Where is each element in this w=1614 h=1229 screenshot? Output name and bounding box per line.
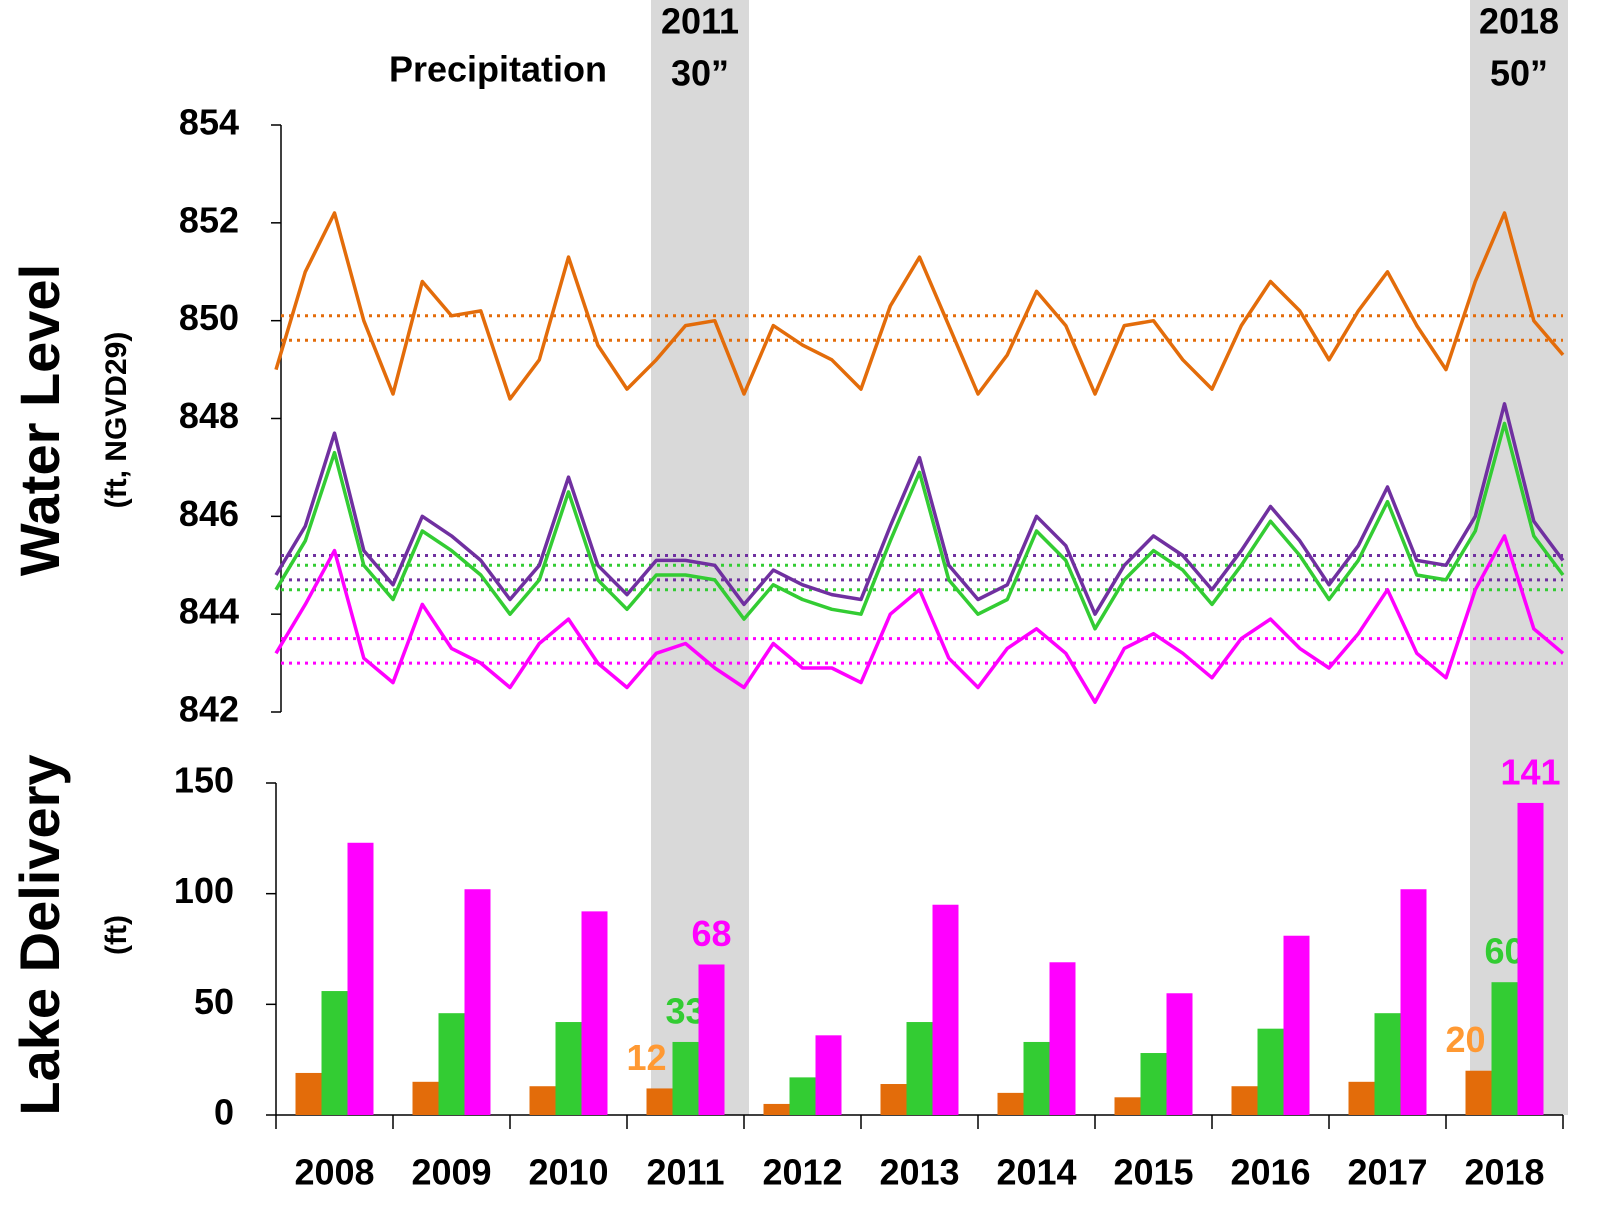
bar <box>880 1084 907 1115</box>
bar <box>1491 982 1518 1115</box>
bar <box>1023 1041 1050 1115</box>
bar <box>1140 1053 1167 1115</box>
bar <box>347 842 374 1115</box>
y-tick-label: 852 <box>179 199 239 240</box>
bar <box>1374 1013 1401 1115</box>
y-tick-label: 0 <box>214 1092 234 1133</box>
bar <box>1283 935 1310 1115</box>
y-tick-label: 854 <box>179 102 239 143</box>
x-tick-label: 2011 <box>646 1152 724 1193</box>
x-tick-label: 2016 <box>1230 1152 1310 1193</box>
y-axis-subtitle: (ft) <box>100 915 133 955</box>
bar <box>581 911 608 1115</box>
y-tick-label: 850 <box>179 297 239 338</box>
y-axis-title: Lake Delivery <box>8 754 71 1115</box>
bar <box>1465 1070 1492 1115</box>
data-label: 68 <box>691 913 731 954</box>
bar <box>932 904 959 1115</box>
x-tick-label: 2014 <box>996 1152 1076 1193</box>
x-tick-label: 2017 <box>1347 1152 1427 1193</box>
annotation: Precipitation <box>389 49 607 90</box>
bar <box>997 1092 1024 1115</box>
y-tick-label: 848 <box>179 395 239 436</box>
precipitation-band <box>651 0 749 1115</box>
water-level-line <box>274 211 1565 401</box>
water-level-line <box>274 421 1565 631</box>
bar <box>555 1022 582 1115</box>
y-tick-label: 50 <box>194 981 234 1022</box>
y-tick-label: 150 <box>174 760 234 801</box>
x-tick-label: 2010 <box>528 1152 608 1193</box>
bar <box>1257 1028 1284 1115</box>
y-axis-subtitle: (ft, NGVD29) <box>100 332 133 509</box>
bar <box>1114 1097 1141 1115</box>
y-tick-label: 846 <box>179 493 239 534</box>
water-level-line <box>274 534 1565 704</box>
data-label: 12 <box>626 1037 666 1078</box>
bar <box>1348 1081 1375 1115</box>
x-tick-label: 2015 <box>1113 1152 1193 1193</box>
bar <box>906 1022 933 1115</box>
y-tick-label: 844 <box>179 591 239 632</box>
data-label: 141 <box>1500 751 1560 792</box>
bar <box>412 1081 439 1115</box>
y-tick-label: 842 <box>179 689 239 730</box>
highlight-year: 2011 <box>661 1 739 42</box>
highlight-amount: 50” <box>1490 53 1548 94</box>
bar <box>815 1035 842 1115</box>
bar <box>646 1088 673 1115</box>
x-tick-label: 2012 <box>762 1152 842 1193</box>
bar <box>789 1077 816 1115</box>
x-tick-label: 2008 <box>294 1152 374 1193</box>
bar <box>1400 889 1427 1115</box>
highlight-amount: 30” <box>671 53 729 94</box>
bar <box>438 1013 465 1115</box>
x-tick-label: 2013 <box>879 1152 959 1193</box>
bar <box>1231 1086 1258 1115</box>
bar <box>529 1086 556 1115</box>
y-axis-title: Water Level <box>8 264 71 576</box>
bar <box>464 889 491 1115</box>
background-layer <box>651 0 1568 1115</box>
bar <box>1166 993 1193 1115</box>
data-label: 20 <box>1445 1019 1485 1060</box>
bar <box>1049 962 1076 1115</box>
bar <box>295 1072 322 1115</box>
x-tick-label: 2018 <box>1464 1152 1544 1193</box>
bar <box>1517 802 1544 1115</box>
bar <box>321 991 348 1115</box>
bar <box>698 964 725 1115</box>
x-tick-label: 2009 <box>411 1152 491 1193</box>
water-level-line <box>274 402 1565 616</box>
bar <box>672 1041 699 1115</box>
highlight-year: 2018 <box>1479 1 1559 42</box>
bar <box>763 1103 790 1115</box>
y-tick-label: 100 <box>174 870 234 911</box>
